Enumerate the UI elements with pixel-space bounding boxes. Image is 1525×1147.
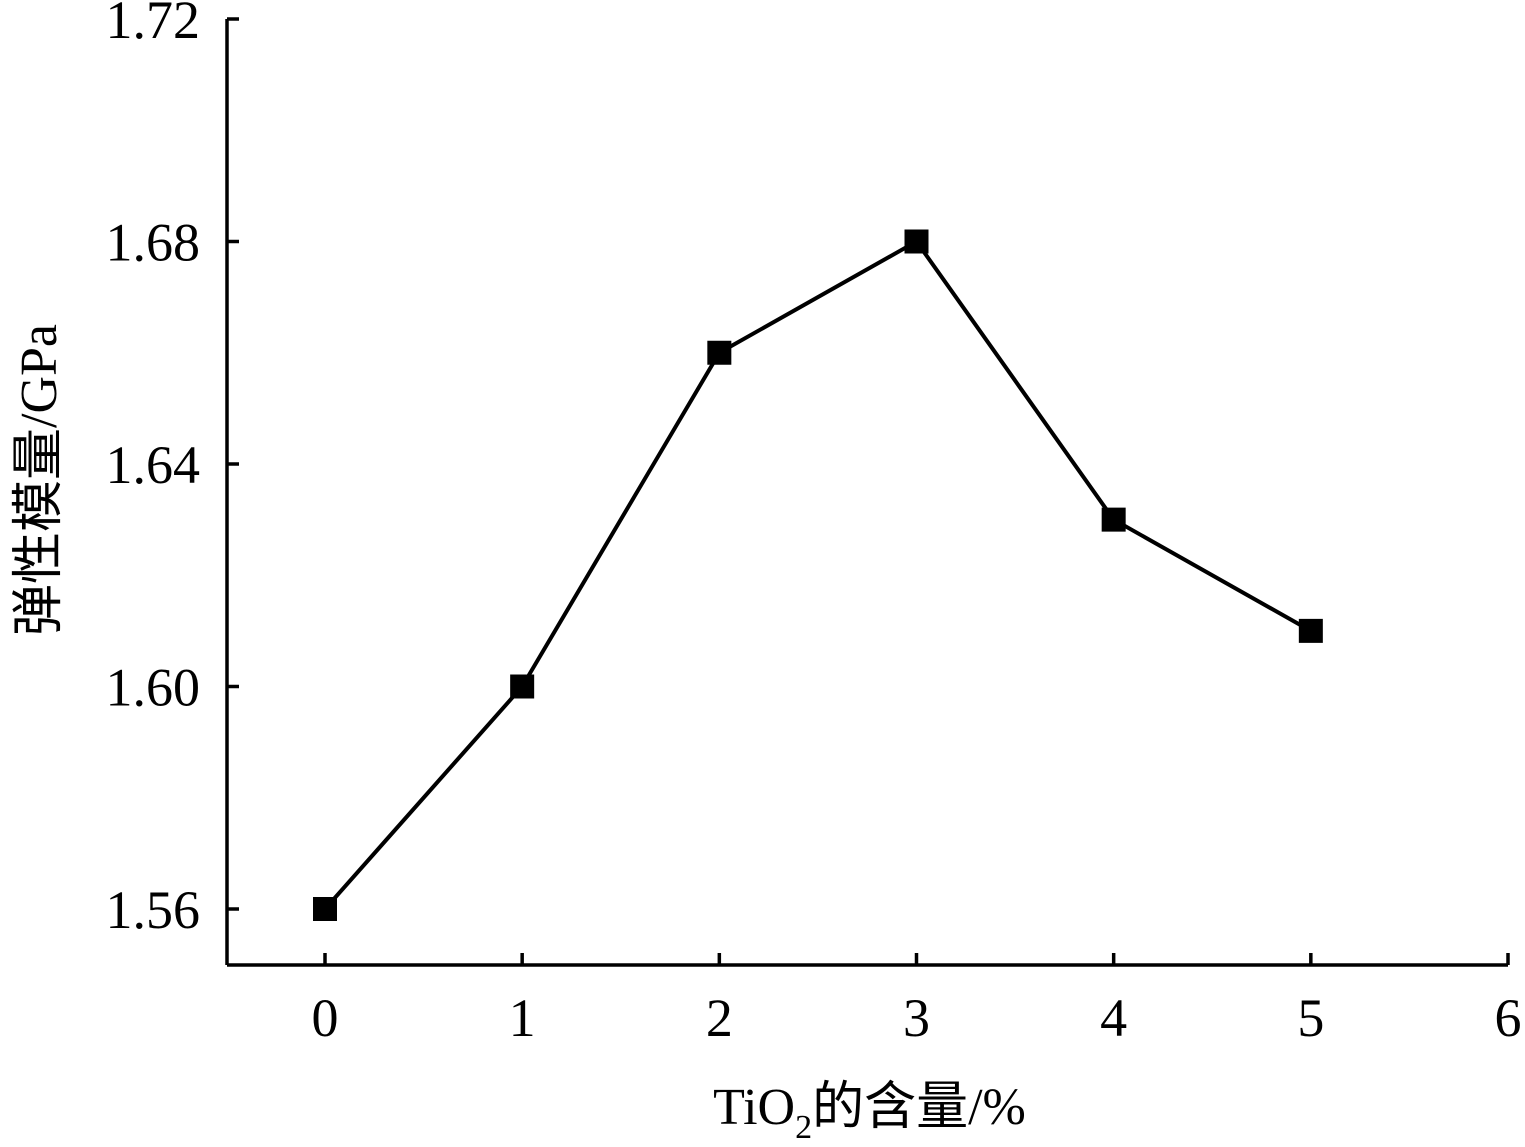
x-axis-ticks: 0 1 2 3 4 5 6 xyxy=(312,953,1522,1048)
data-point xyxy=(313,897,337,921)
data-point xyxy=(510,674,535,699)
x-tick-label: 6 xyxy=(1495,988,1522,1048)
x-tick-label: 4 xyxy=(1100,988,1127,1048)
axes xyxy=(225,19,1508,967)
data-point xyxy=(707,340,732,365)
y-tick-label: 1.60 xyxy=(106,658,201,718)
data-point xyxy=(1298,618,1323,643)
y-tick-label: 1.56 xyxy=(106,880,201,940)
y-tick-label: 1.64 xyxy=(106,435,201,495)
x-tick-label: 0 xyxy=(312,988,339,1048)
y-axis-title: 弹性模量/GPa xyxy=(11,324,68,636)
y-tick-label: 1.72 xyxy=(106,0,201,50)
series-line xyxy=(323,238,1312,911)
y-axis-ticks: 1.56 1.60 1.64 1.68 1.72 xyxy=(106,0,239,940)
data-point xyxy=(1101,507,1126,532)
x-tick-label: 2 xyxy=(706,988,733,1048)
x-tick-label: 5 xyxy=(1297,988,1324,1048)
series-group xyxy=(313,229,1323,921)
x-tick-label: 3 xyxy=(903,988,930,1048)
x-tick-label: 1 xyxy=(509,988,536,1048)
x-axis-title: TiO2的含量/% xyxy=(713,1079,1026,1146)
data-point xyxy=(904,229,929,254)
y-tick-label: 1.68 xyxy=(106,213,201,273)
